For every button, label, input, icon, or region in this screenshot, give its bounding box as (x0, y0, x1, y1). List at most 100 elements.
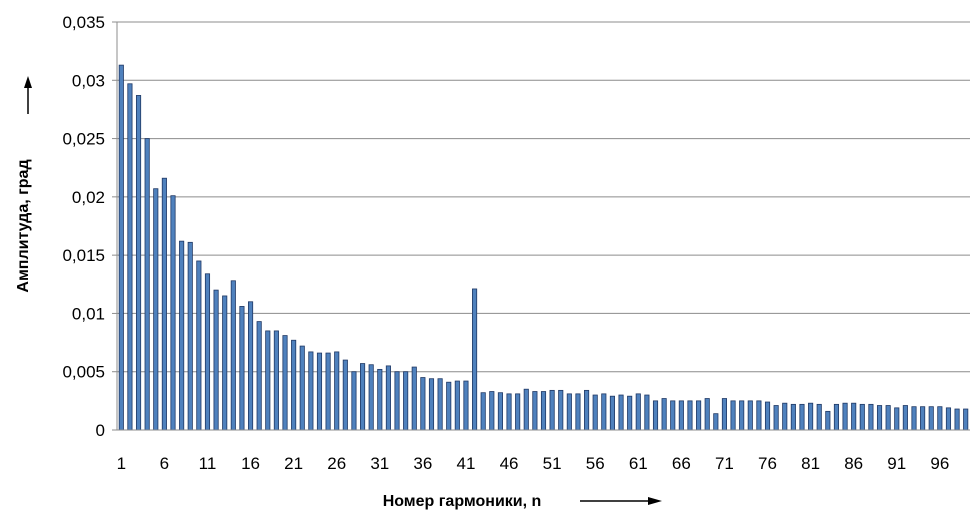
x-tick-label: 51 (543, 454, 562, 473)
x-tick-label: 31 (370, 454, 389, 473)
bar (584, 389, 590, 431)
bar (446, 381, 452, 431)
bar (799, 403, 805, 431)
bar (652, 400, 659, 431)
x-tick-label: 6 (160, 454, 169, 473)
bar (894, 407, 900, 431)
y-axis-title: Амплитуда, град (15, 159, 32, 292)
bar (127, 83, 133, 431)
bar (179, 240, 185, 431)
y-tick-label: 0,02 (72, 188, 105, 207)
x-tick-label: 91 (887, 454, 906, 473)
y-tick-label: 0,01 (72, 304, 105, 323)
bar (394, 371, 400, 431)
bar (247, 301, 254, 431)
bar (635, 393, 641, 431)
bar (963, 408, 969, 431)
bars (118, 64, 969, 431)
x-axis-arrow (580, 497, 662, 505)
x-tick-label: 81 (801, 454, 820, 473)
bar (170, 195, 176, 431)
bar (627, 395, 633, 431)
bar (833, 403, 840, 431)
bar (566, 393, 572, 431)
x-tick-label: 71 (715, 454, 734, 473)
bar (773, 405, 779, 431)
bar (601, 393, 607, 431)
bar (497, 392, 503, 431)
bar (161, 177, 167, 431)
bar (403, 371, 409, 431)
bar (661, 398, 667, 431)
x-tick-labels: 1 6 11 16 21 26 31 36 41 46 51 56 61 66 71 76 81 86 91 96 (117, 454, 950, 473)
bar (222, 295, 228, 431)
bar (515, 393, 521, 431)
x-tick-label: 16 (241, 454, 260, 473)
y-tick-label: 0,005 (62, 363, 105, 382)
bar (411, 366, 417, 431)
bar (730, 400, 736, 431)
bar (816, 403, 822, 431)
bar (644, 394, 650, 431)
x-tick-label: 76 (758, 454, 777, 473)
bar (213, 289, 219, 431)
bar (265, 330, 271, 431)
bar (868, 403, 874, 431)
bar (618, 394, 624, 431)
bar (764, 401, 771, 431)
bar (144, 138, 150, 431)
bar (954, 408, 960, 431)
bar (239, 306, 245, 431)
y-tick-label: 0 (96, 421, 105, 440)
bar (385, 365, 391, 431)
bar (454, 380, 460, 431)
gridlines (117, 21, 970, 373)
bar (118, 64, 124, 431)
bar (876, 405, 883, 431)
bar (334, 351, 340, 431)
bar (696, 400, 702, 431)
bar (911, 406, 917, 431)
bar (351, 371, 357, 431)
bar (230, 280, 236, 431)
bar (153, 188, 159, 431)
bar (316, 352, 323, 431)
y-axis-arrow (24, 76, 32, 114)
bar (377, 368, 383, 431)
x-tick-label: 36 (413, 454, 432, 473)
bar (187, 241, 193, 431)
x-tick-label: 66 (672, 454, 691, 473)
bar (920, 406, 926, 431)
x-tick-label: 96 (930, 454, 949, 473)
bar (299, 345, 305, 431)
bar (273, 330, 279, 431)
y-tick-label: 0,035 (62, 13, 105, 32)
bar (291, 339, 297, 431)
x-tick-label: 46 (500, 454, 519, 473)
bar (851, 402, 857, 431)
bar (747, 400, 753, 431)
x-tick-label: 21 (284, 454, 303, 473)
x-tick-label: 1 (117, 454, 126, 473)
bar (256, 321, 262, 431)
x-tick-label: 61 (629, 454, 648, 473)
bar (472, 288, 478, 431)
bar (558, 389, 564, 431)
bar (902, 405, 908, 431)
bar (678, 400, 684, 431)
bar (713, 413, 719, 431)
bar (368, 364, 374, 431)
bar (360, 363, 366, 431)
bar (308, 351, 314, 431)
bar (808, 402, 814, 431)
bar (575, 393, 581, 431)
bar (523, 388, 529, 431)
x-tick-label: 56 (586, 454, 605, 473)
bar (196, 260, 202, 431)
bar (782, 402, 788, 431)
x-axis-title: Номер гармоники, n (383, 493, 542, 510)
y-tick-label: 0,015 (62, 246, 105, 265)
x-tick-label: 41 (456, 454, 475, 473)
bar (859, 403, 865, 431)
